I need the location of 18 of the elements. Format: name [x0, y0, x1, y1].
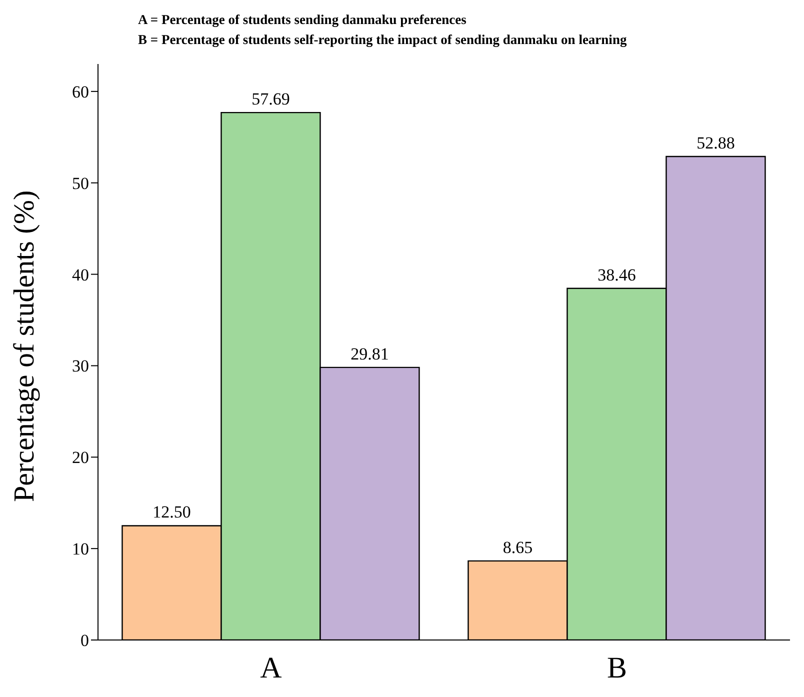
y-tick-label: 40	[72, 265, 89, 284]
y-tick-label: 50	[72, 174, 89, 193]
x-tick-label: B	[606, 651, 628, 684]
y-axis-title: Percentage of students (%)	[8, 190, 40, 502]
y-tick-label: 0	[80, 631, 89, 650]
text: B = Percentage of students self-reporting the impact of sending danmaku on learning	[138, 31, 628, 49]
data-label: 38.46	[598, 265, 636, 284]
y-tick-label: 30	[72, 356, 89, 376]
data-label: 52.88	[696, 134, 735, 153]
y-tick-label: 10	[72, 540, 89, 559]
x-tick-label: A	[260, 651, 282, 684]
data-label: 57.69	[252, 90, 290, 109]
text: A = Percentage of students sending danmaku preferences	[138, 11, 468, 29]
y-tick-label: 20	[72, 448, 89, 468]
data-label: 12.50	[152, 502, 191, 522]
data-label: 29.81	[350, 344, 389, 364]
data-label: 8.65	[502, 538, 533, 557]
y-tick-label: 60	[72, 82, 89, 102]
